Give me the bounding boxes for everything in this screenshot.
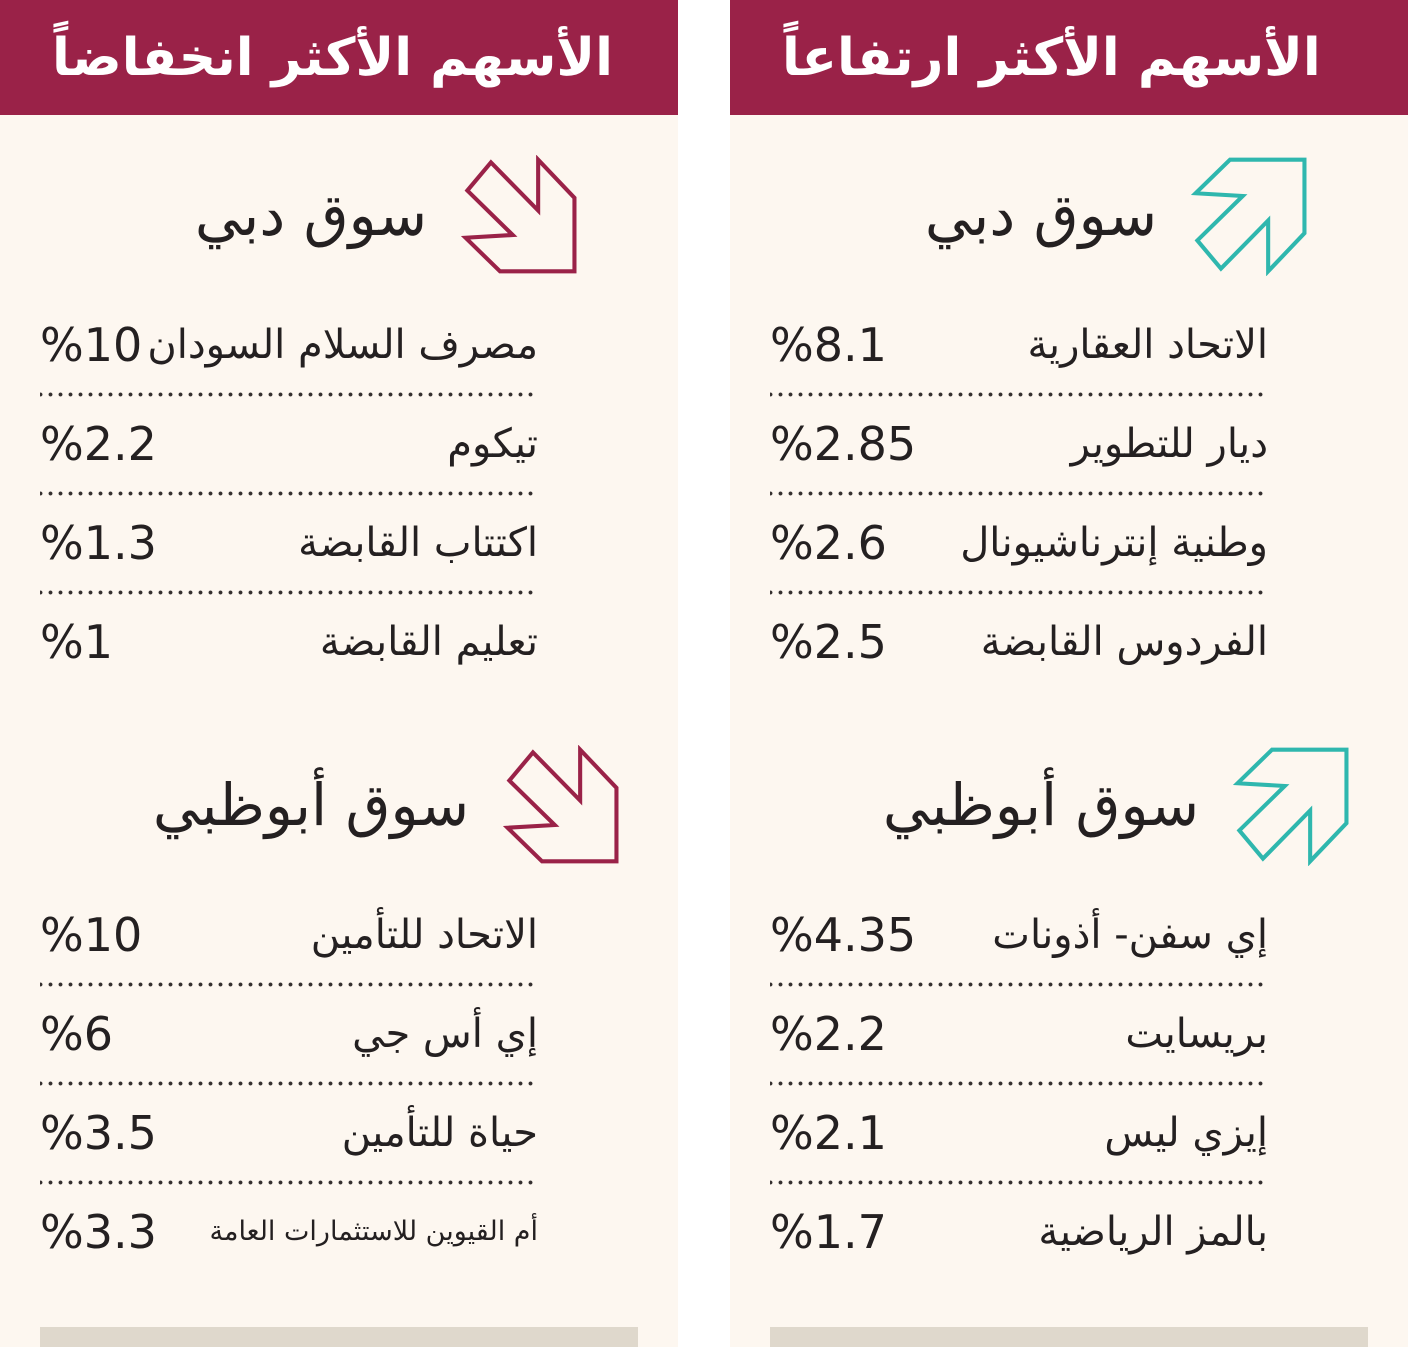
- stock-row: إي أس جي %6: [40, 987, 538, 1081]
- stock-change-value: %2.5: [770, 615, 887, 669]
- stock-change-value: %3.5: [40, 1106, 157, 1160]
- stock-change-value: %8.1: [770, 318, 887, 372]
- stock-row: الاتحاد العقارية %8.1: [770, 298, 1268, 392]
- dotted-separator: [40, 1180, 538, 1185]
- market-title: سوق دبي: [924, 180, 1158, 249]
- panel-body: سوق دبي مصرف السلام السودان %10 تيكوم %2…: [0, 115, 678, 1347]
- stock-row: بريسايت %2.2: [770, 987, 1268, 1081]
- stock-row: أم القيوين للاستثمارات العامة %3.3: [40, 1185, 538, 1279]
- market-section: سوق دبي الاتحاد العقارية %8.1 ديار للتطو…: [770, 115, 1368, 689]
- dotted-separator: [770, 392, 1268, 397]
- market-section: سوق دبي مصرف السلام السودان %10 تيكوم %2…: [40, 115, 638, 689]
- stock-name: وطنية إنترناشيونال: [960, 520, 1268, 566]
- stock-name: اكتتاب القابضة: [298, 520, 538, 566]
- panel-footer-strip: [770, 1327, 1368, 1347]
- market-section: سوق أبوظبي الاتحاد للتأمين %10 إي أس جي …: [40, 689, 638, 1279]
- stock-name: إي أس جي: [352, 1011, 538, 1057]
- stock-change-value: %1.3: [40, 516, 157, 570]
- stock-name: الاتحاد العقارية: [1027, 322, 1268, 368]
- market-header: سوق دبي: [818, 155, 1408, 276]
- stock-name: تيكوم: [447, 421, 538, 467]
- dotted-separator: [770, 491, 1268, 496]
- stock-name: تعليم القابضة: [319, 619, 538, 665]
- market-header: سوق دبي: [88, 155, 686, 276]
- market-section: سوق أبوظبي إي سفن- أذونات %4.35 بريسايت …: [770, 689, 1368, 1279]
- stock-row: بالمز الرياضية %1.7: [770, 1185, 1268, 1279]
- down-right-arrow-icon: [461, 155, 579, 276]
- stock-change-value: %1.7: [770, 1205, 887, 1259]
- stock-change-value: %2.85: [770, 417, 917, 471]
- up-right-arrow-icon: [1191, 155, 1309, 276]
- stock-row: حياة للتأمين %3.5: [40, 1086, 538, 1180]
- stock-name: إي سفن- أذونات: [992, 912, 1268, 958]
- stocks-list: إي سفن- أذونات %4.35 بريسايت %2.2 إيزي ل…: [770, 888, 1268, 1279]
- dotted-separator: [770, 982, 1268, 987]
- stock-row: وطنية إنترناشيونال %2.6: [770, 496, 1268, 590]
- stock-change-value: %2.2: [40, 417, 157, 471]
- stock-name: أم القيوين للاستثمارات العامة: [209, 1215, 538, 1247]
- stock-change-value: %2.2: [770, 1007, 887, 1061]
- stocks-list: الاتحاد للتأمين %10 إي أس جي %6 حياة للت…: [40, 888, 538, 1279]
- stock-change-value: %3.3: [40, 1205, 157, 1259]
- stock-change-value: %2.6: [770, 516, 887, 570]
- dotted-separator: [40, 982, 538, 987]
- stock-row: اكتتاب القابضة %1.3: [40, 496, 538, 590]
- panel-header: الأسهم الأكثر ارتفاعاً: [730, 0, 1408, 115]
- stock-change-value: %6: [40, 1007, 113, 1061]
- market-title: سوق أبوظبي: [152, 770, 470, 839]
- dotted-separator: [770, 590, 1268, 595]
- stocks-list: الاتحاد العقارية %8.1 ديار للتطوير %2.85…: [770, 298, 1268, 689]
- stock-row: الاتحاد للتأمين %10: [40, 888, 538, 982]
- panel-top-gainers: الأسهم الأكثر ارتفاعاً سوق دبي الاتحاد ا…: [730, 0, 1408, 1347]
- stock-name: الفردوس القابضة: [980, 619, 1268, 665]
- stock-row: تعليم القابضة %1: [40, 595, 538, 689]
- stock-change-value: %1: [40, 615, 113, 669]
- stock-row: تيكوم %2.2: [40, 397, 538, 491]
- stock-name: إيزي ليس: [1104, 1110, 1268, 1156]
- market-header: سوق أبوظبي: [818, 745, 1408, 866]
- dotted-separator: [40, 590, 538, 595]
- panel-title: الأسهم الأكثر ارتفاعاً: [782, 27, 1321, 88]
- dotted-separator: [40, 392, 538, 397]
- stock-row: إيزي ليس %2.1: [770, 1086, 1268, 1180]
- dotted-separator: [770, 1081, 1268, 1086]
- stock-name: بريسايت: [1125, 1011, 1268, 1057]
- panel-header: الأسهم الأكثر انخفاضاً: [0, 0, 678, 115]
- up-right-arrow-icon: [1233, 745, 1351, 866]
- panel-body: سوق دبي الاتحاد العقارية %8.1 ديار للتطو…: [730, 115, 1408, 1347]
- stock-change-value: %4.35: [770, 908, 917, 962]
- stock-name: حياة للتأمين: [341, 1110, 538, 1156]
- panel-title: الأسهم الأكثر انخفاضاً: [52, 27, 613, 88]
- dotted-separator: [40, 1081, 538, 1086]
- dotted-separator: [770, 1180, 1268, 1185]
- stock-row: الفردوس القابضة %2.5: [770, 595, 1268, 689]
- stocks-list: مصرف السلام السودان %10 تيكوم %2.2 اكتتا…: [40, 298, 538, 689]
- market-header: سوق أبوظبي: [88, 745, 686, 866]
- stock-name: مصرف السلام السودان: [147, 322, 538, 368]
- market-title: سوق دبي: [194, 180, 428, 249]
- panel-footer-strip: [40, 1327, 638, 1347]
- stock-change-value: %2.1: [770, 1106, 887, 1160]
- stock-name: ديار للتطوير: [1070, 421, 1268, 467]
- down-right-arrow-icon: [503, 745, 621, 866]
- panel-top-losers: الأسهم الأكثر انخفاضاً سوق دبي مصرف السل…: [0, 0, 678, 1347]
- stock-change-value: %10: [40, 908, 143, 962]
- stock-change-value: %10: [40, 318, 143, 372]
- dotted-separator: [40, 491, 538, 496]
- stock-name: الاتحاد للتأمين: [310, 912, 538, 958]
- stock-row: مصرف السلام السودان %10: [40, 298, 538, 392]
- market-title: سوق أبوظبي: [882, 770, 1200, 839]
- stock-row: ديار للتطوير %2.85: [770, 397, 1268, 491]
- stock-row: إي سفن- أذونات %4.35: [770, 888, 1268, 982]
- stock-name: بالمز الرياضية: [1038, 1209, 1268, 1255]
